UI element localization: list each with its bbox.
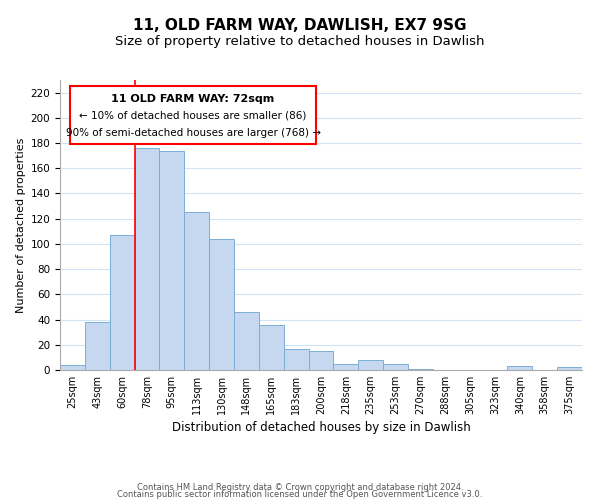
Text: ← 10% of detached houses are smaller (86): ← 10% of detached houses are smaller (86… xyxy=(79,111,307,121)
Text: 11 OLD FARM WAY: 72sqm: 11 OLD FARM WAY: 72sqm xyxy=(112,94,275,104)
Bar xyxy=(234,312,259,370)
X-axis label: Distribution of detached houses by size in Dawlish: Distribution of detached houses by size … xyxy=(172,421,470,434)
FancyBboxPatch shape xyxy=(70,86,316,144)
Bar xyxy=(557,368,582,370)
Bar xyxy=(508,366,532,370)
Bar xyxy=(334,364,358,370)
Text: Contains HM Land Registry data © Crown copyright and database right 2024.: Contains HM Land Registry data © Crown c… xyxy=(137,484,463,492)
Bar xyxy=(284,348,308,370)
Bar xyxy=(134,148,160,370)
Bar xyxy=(110,235,134,370)
Bar xyxy=(408,368,433,370)
Text: Contains public sector information licensed under the Open Government Licence v3: Contains public sector information licen… xyxy=(118,490,482,499)
Bar xyxy=(160,150,184,370)
Bar xyxy=(259,324,284,370)
Bar xyxy=(85,322,110,370)
Bar xyxy=(383,364,408,370)
Text: 11, OLD FARM WAY, DAWLISH, EX7 9SG: 11, OLD FARM WAY, DAWLISH, EX7 9SG xyxy=(133,18,467,32)
Bar xyxy=(308,351,334,370)
Text: Size of property relative to detached houses in Dawlish: Size of property relative to detached ho… xyxy=(115,35,485,48)
Bar xyxy=(209,239,234,370)
Bar xyxy=(60,365,85,370)
Bar xyxy=(358,360,383,370)
Y-axis label: Number of detached properties: Number of detached properties xyxy=(16,138,26,312)
Bar xyxy=(184,212,209,370)
Text: 90% of semi-detached houses are larger (768) →: 90% of semi-detached houses are larger (… xyxy=(65,128,320,138)
